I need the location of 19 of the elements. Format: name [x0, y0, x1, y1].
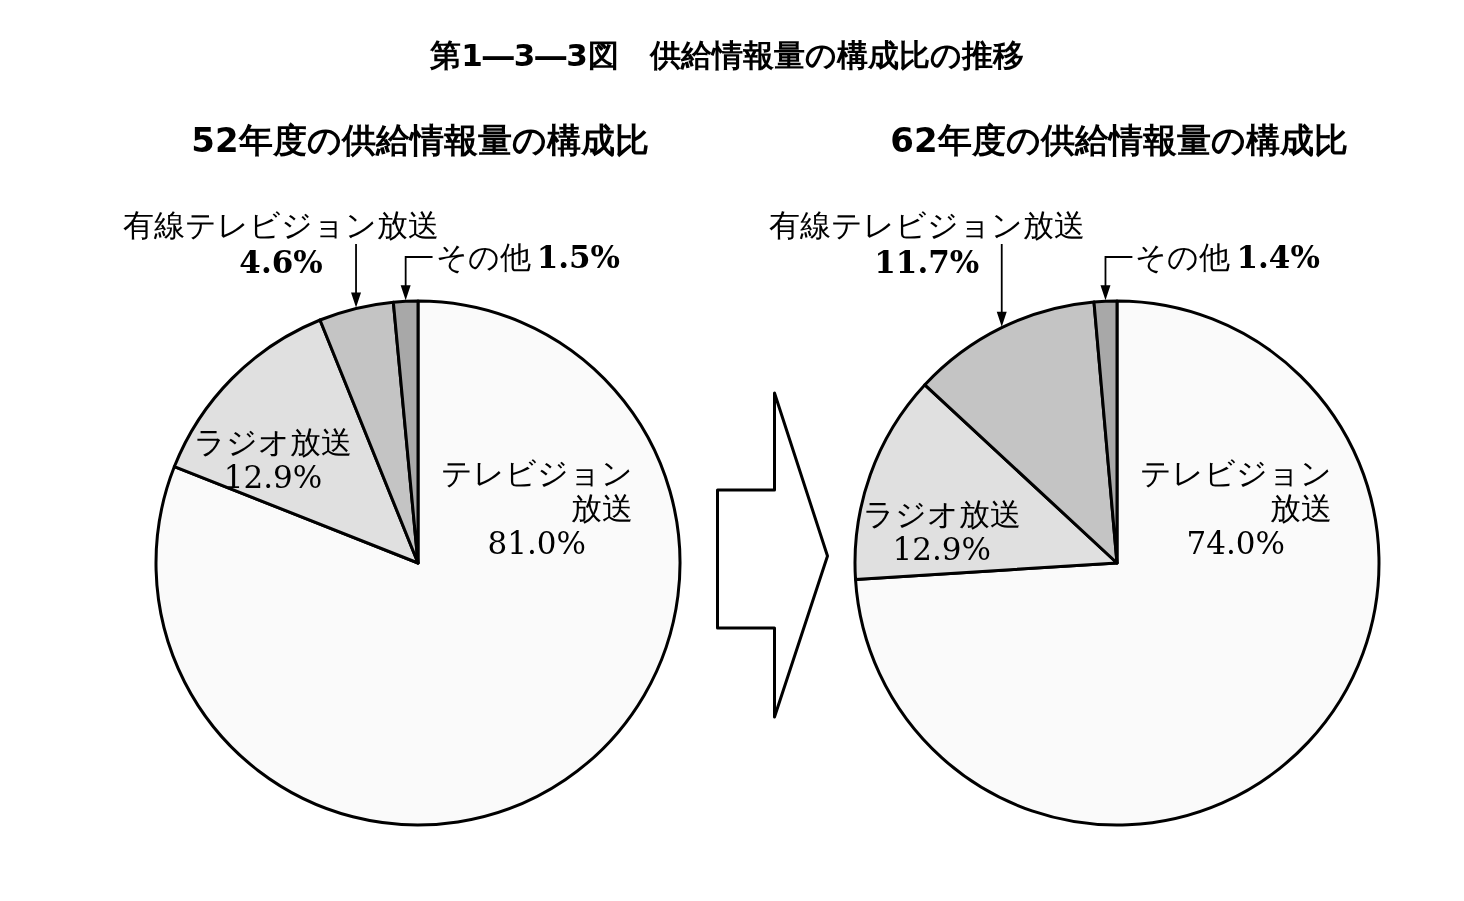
slice-label: テレビジョン放送	[440, 454, 633, 526]
pie-slice	[854, 299, 1381, 827]
chart-title: 52年度の供給情報量の構成比	[191, 120, 649, 160]
slice-label: その他	[1135, 239, 1231, 275]
data-label: 12.9%	[223, 458, 323, 495]
data-label: 81.0%	[487, 524, 586, 561]
data-label: 11.7%	[874, 244, 980, 280]
data-label: 12.9%	[892, 530, 991, 567]
slice-label: ラジオ放送	[862, 495, 1021, 532]
text: 第1―3―3図 供給情報量の構成比の推移	[429, 37, 1024, 73]
data-label: 1.5%	[536, 239, 621, 275]
slice-label: テレビジョン放送	[1139, 454, 1332, 526]
slice-label: 有線テレビジョン放送	[768, 207, 1085, 243]
data-label: 4.6%	[239, 244, 323, 280]
pie-slice	[154, 299, 682, 827]
chart-title: 62年度の供給情報量の構成比	[890, 120, 1348, 160]
data-label: 1.4%	[1236, 239, 1320, 275]
data-label: 74.0%	[1186, 524, 1285, 561]
slice-label: ラジオ放送	[194, 423, 353, 460]
